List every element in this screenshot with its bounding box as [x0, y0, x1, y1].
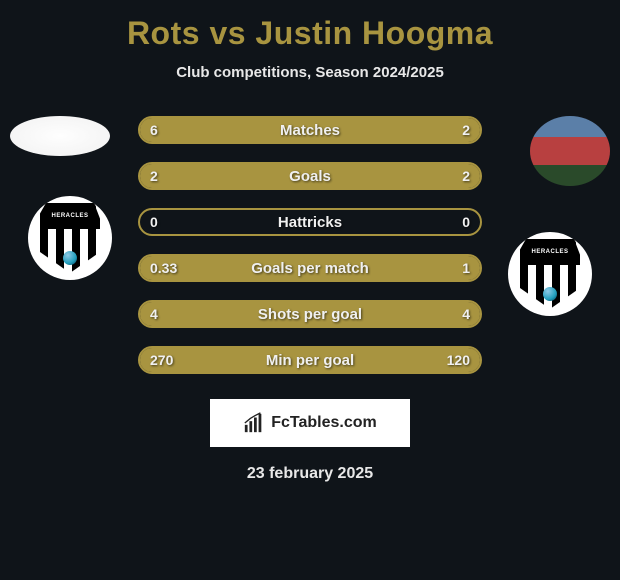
stat-value-left: 4	[150, 306, 158, 322]
player-left-photo	[10, 116, 110, 156]
brand-text: FcTables.com	[271, 414, 377, 432]
main-area: HERACLES HERACLES Matches 6 2 Goals 2 2 Hattri…	[0, 116, 620, 483]
stat-value-left: 0.33	[150, 260, 177, 276]
stat-value-left: 270	[150, 352, 173, 368]
stat-value-left: 6	[150, 122, 158, 138]
comparison-infographic: Rots vs Justin Hoogma Club competitions,…	[0, 0, 620, 493]
stat-row: Min per goal 270 120	[138, 346, 482, 374]
stat-value-left: 2	[150, 168, 158, 184]
stat-label: Goals per match	[251, 260, 369, 277]
club-right-logo: HERACLES	[508, 232, 592, 316]
shield-icon: HERACLES	[40, 203, 100, 273]
brand-box: FcTables.com	[210, 399, 410, 447]
stat-row: Hattricks 0 0	[138, 208, 482, 236]
stat-value-right: 0	[462, 214, 470, 230]
stat-label: Goals	[289, 168, 331, 185]
stat-label: Matches	[280, 122, 340, 139]
shield-icon: HERACLES	[520, 239, 580, 309]
stat-fill-left	[140, 164, 310, 188]
stat-row: Goals 2 2	[138, 162, 482, 190]
stat-value-left: 0	[150, 214, 158, 230]
player-right-photo	[530, 116, 610, 186]
stat-value-right: 1	[462, 260, 470, 276]
club-left-name: HERACLES	[51, 213, 88, 219]
club-left-logo: HERACLES	[28, 196, 112, 280]
page-title: Rots vs Justin Hoogma	[127, 15, 493, 52]
stat-label: Min per goal	[266, 352, 354, 369]
chart-icon	[243, 412, 265, 434]
stat-value-right: 4	[462, 306, 470, 322]
stat-label: Shots per goal	[258, 306, 362, 323]
stat-row: Goals per match 0.33 1	[138, 254, 482, 282]
club-right-name: HERACLES	[531, 249, 568, 255]
stat-value-right: 2	[462, 168, 470, 184]
stat-fill-left	[140, 118, 395, 142]
date-text: 23 february 2025	[247, 465, 373, 483]
stat-fill-right	[310, 164, 480, 188]
subtitle: Club competitions, Season 2024/2025	[176, 64, 444, 81]
stat-row: Shots per goal 4 4	[138, 300, 482, 328]
stat-label: Hattricks	[278, 214, 342, 231]
stat-value-right: 120	[447, 352, 470, 368]
stat-value-right: 2	[462, 122, 470, 138]
stat-row: Matches 6 2	[138, 116, 482, 144]
